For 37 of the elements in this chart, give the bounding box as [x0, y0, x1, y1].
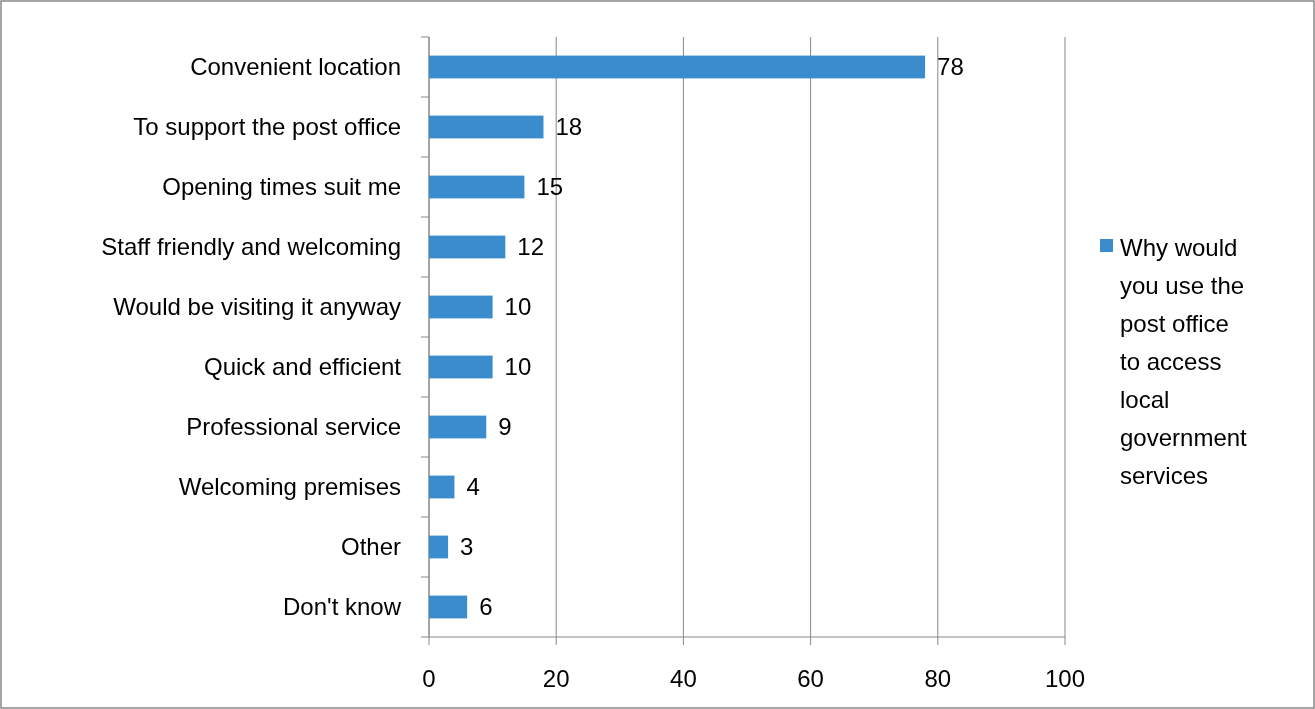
y-tick-label: Professional service	[186, 413, 401, 441]
y-tick-label: Would be visiting it anyway	[113, 293, 401, 321]
x-tick-label: 0	[422, 665, 436, 692]
data-label: 12	[517, 233, 545, 261]
data-label: 78	[937, 53, 964, 81]
bar	[429, 535, 449, 559]
bar	[429, 355, 493, 379]
y-tick-label: To support the post office	[133, 113, 401, 141]
y-tick-label: Opening times suit me	[162, 173, 401, 201]
bar	[429, 295, 493, 319]
bar	[429, 55, 926, 79]
x-tick-label: 40	[670, 665, 697, 692]
bar	[429, 115, 544, 139]
data-label: 10	[504, 353, 532, 381]
data-label: 9	[498, 413, 512, 441]
data-label: 10	[504, 293, 532, 321]
y-tick-label: Other	[340, 533, 401, 561]
x-tick-label: 80	[924, 665, 952, 692]
y-tick-label: Staff friendly and welcoming	[101, 233, 401, 261]
x-tick-label: 100	[1044, 665, 1086, 692]
data-label: 18	[555, 113, 583, 141]
bar	[429, 475, 455, 499]
bar	[429, 175, 525, 199]
legend-label: Why would you use the post office to access local government services	[1120, 234, 1248, 490]
x-tick-label: 20	[542, 665, 570, 692]
bar	[429, 415, 487, 439]
data-label: 15	[536, 173, 564, 201]
data-label: 6	[479, 593, 493, 621]
bar	[429, 235, 506, 259]
y-tick-label: Quick and efficient	[203, 353, 402, 381]
bar	[429, 595, 468, 619]
data-label: 4	[466, 473, 480, 501]
y-tick-label: Don't know	[283, 593, 402, 621]
x-tick-label: 60	[797, 665, 824, 692]
y-tick-label: Welcoming premises	[178, 473, 401, 501]
y-tick-label: Convenient location	[190, 53, 401, 81]
data-label: 3	[460, 533, 474, 561]
